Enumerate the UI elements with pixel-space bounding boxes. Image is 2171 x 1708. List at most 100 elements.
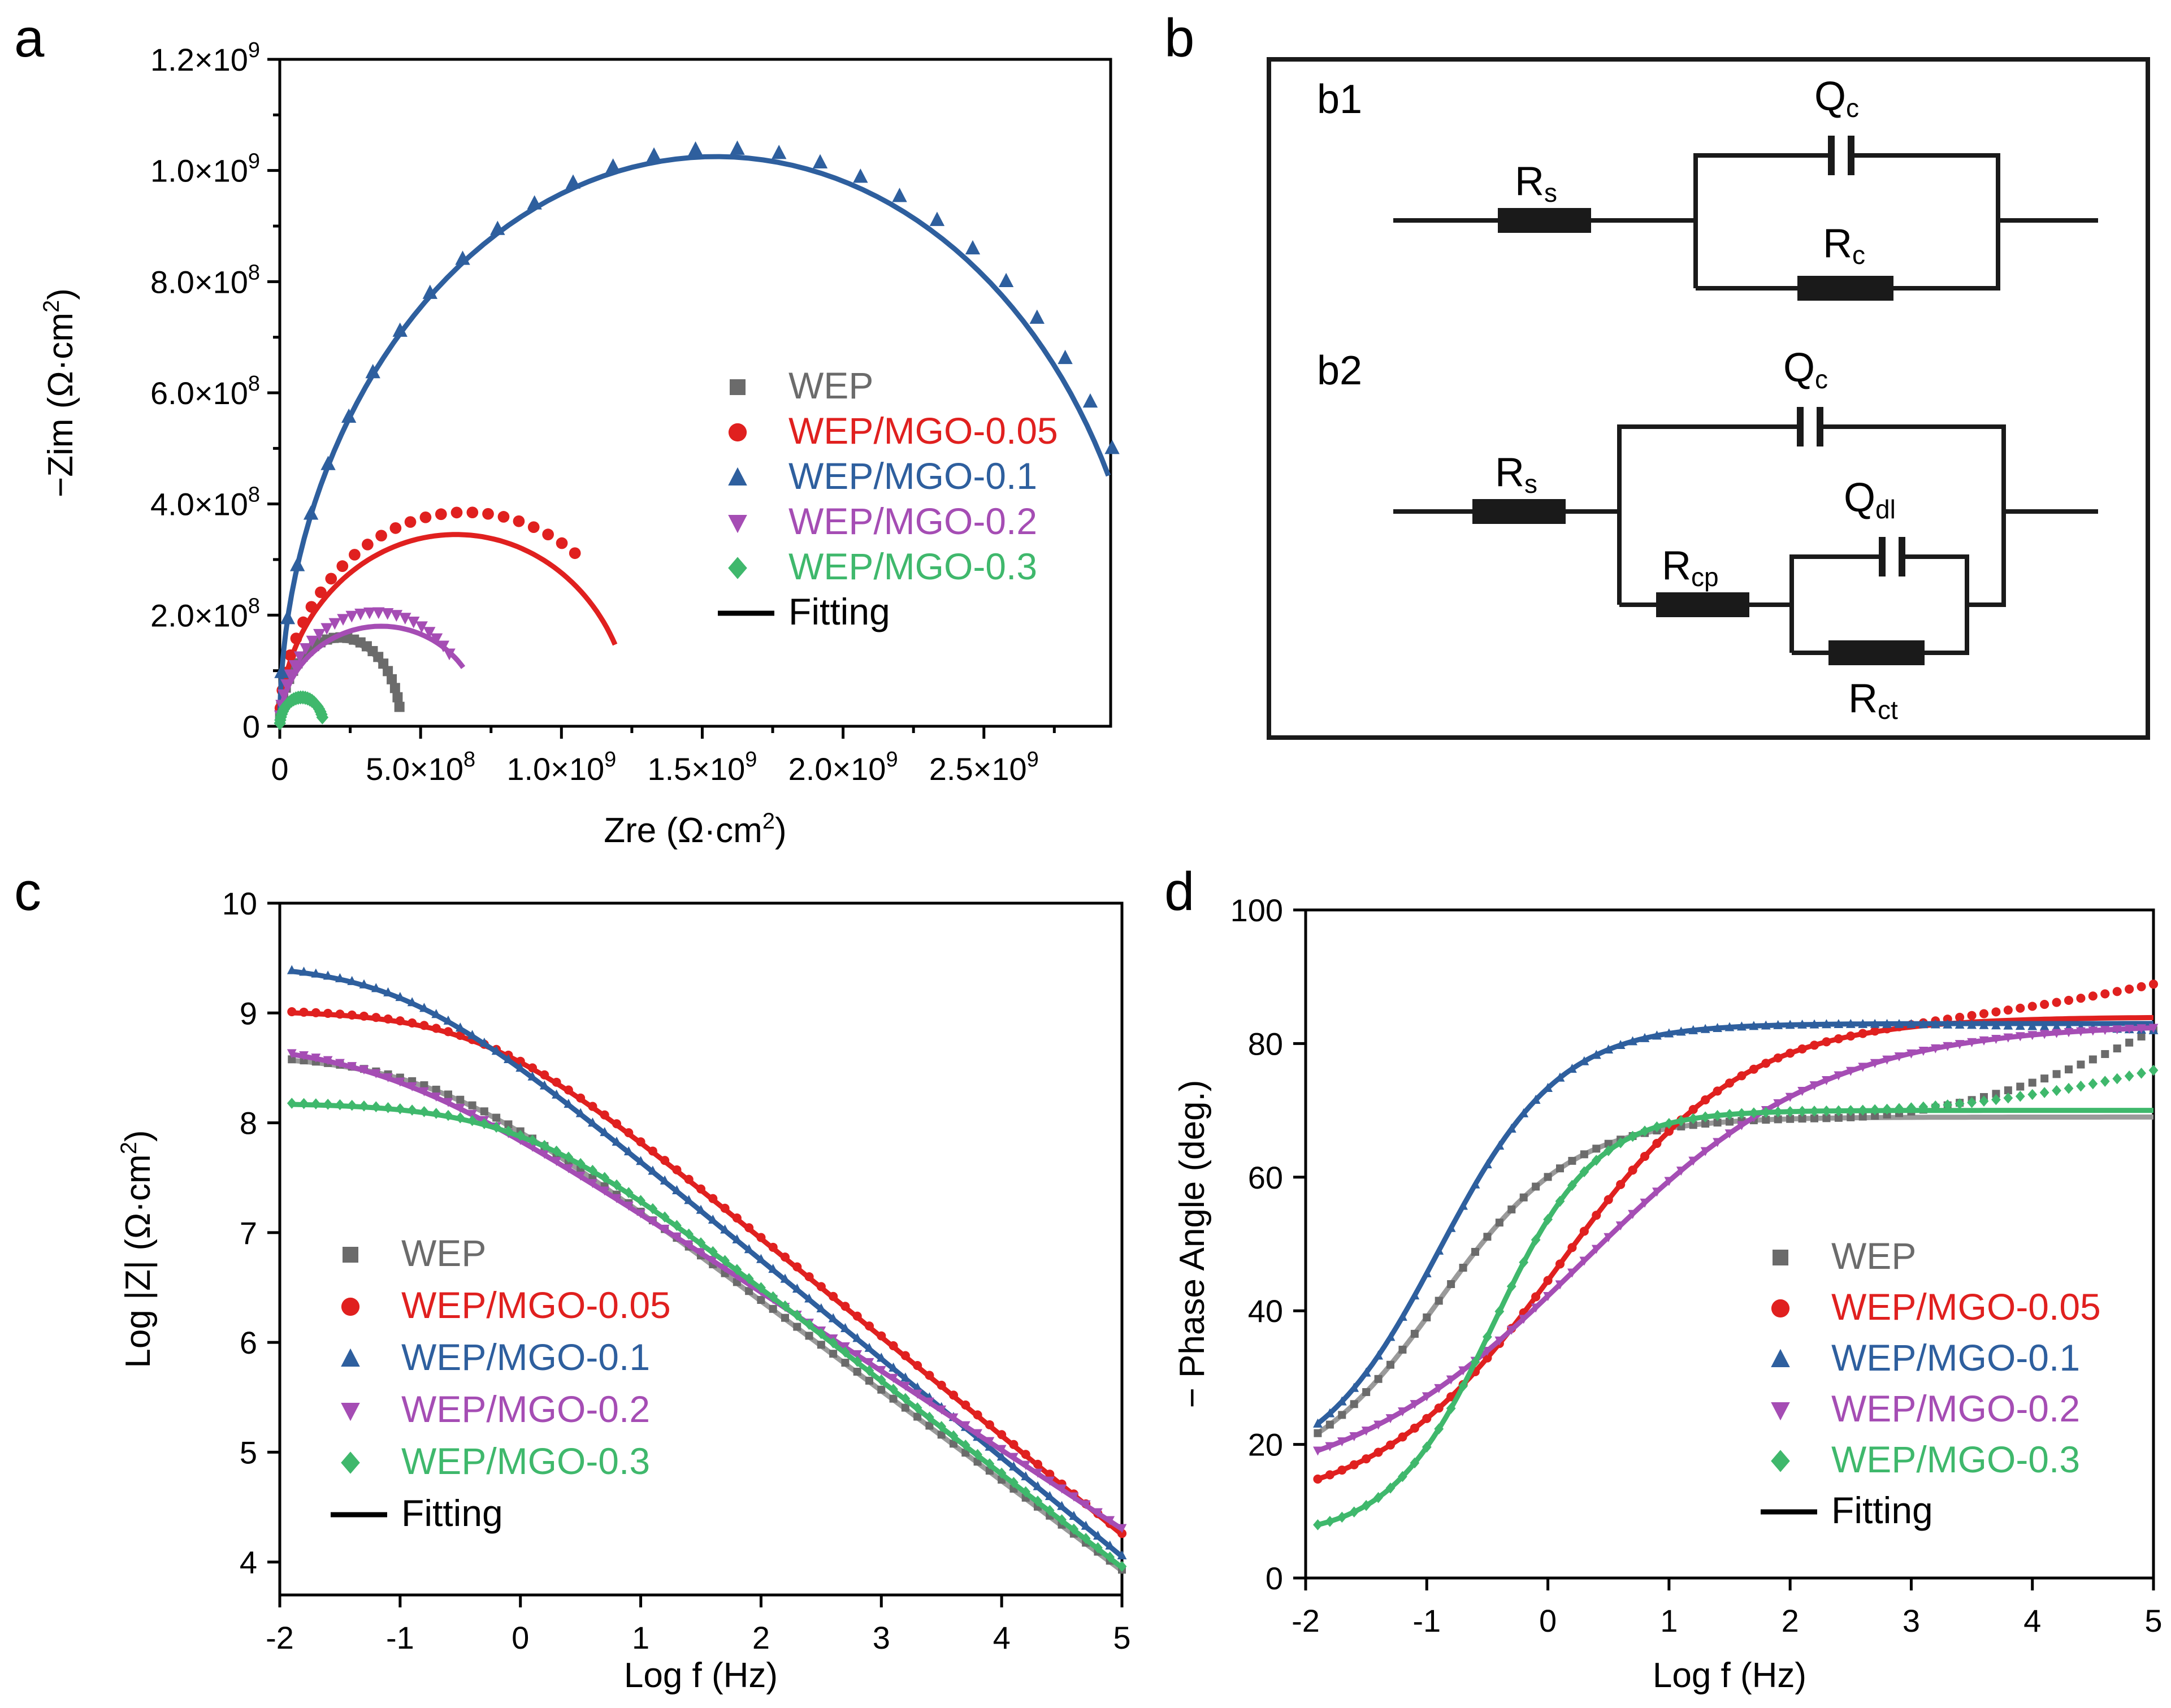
legend-label: WEP/MGO-0.2 xyxy=(788,500,1037,542)
data-point xyxy=(1373,1447,1383,1457)
data-point xyxy=(1591,1155,1601,1166)
data-point xyxy=(1834,1113,1843,1122)
data-point xyxy=(552,1157,561,1167)
x-tick-label: 0 xyxy=(512,1620,529,1655)
data-point xyxy=(1991,1035,2001,1044)
data-point xyxy=(852,1350,863,1359)
data-point xyxy=(1069,1511,1079,1520)
data-point xyxy=(636,1195,645,1206)
y-axis-label: − Phase Angle (deg.) xyxy=(1173,1080,1212,1408)
x-tick-label: 1 xyxy=(632,1620,649,1655)
data-point xyxy=(1579,1256,1589,1266)
data-point xyxy=(362,539,374,550)
data-point xyxy=(387,674,397,684)
data-point xyxy=(1979,1095,1989,1107)
data-point xyxy=(2064,995,2074,1005)
data-point xyxy=(1894,1103,1904,1115)
panel-label-b: b xyxy=(1164,8,1194,68)
data-point xyxy=(997,1430,1007,1440)
legend-label: WEP/MGO-0.2 xyxy=(401,1388,650,1430)
x-tick-label: 1.5×109 xyxy=(647,748,757,787)
legend-marker xyxy=(730,379,746,395)
data-point xyxy=(1021,1486,1031,1498)
panel-label-d: d xyxy=(1164,861,1194,922)
data-point xyxy=(284,669,297,682)
data-point xyxy=(996,1467,1007,1479)
data-point xyxy=(771,145,787,159)
resistor-rs-b1 xyxy=(1498,208,1591,233)
data-point xyxy=(1506,1281,1516,1292)
data-point xyxy=(696,1184,706,1194)
data-point xyxy=(2039,1021,2049,1031)
data-point xyxy=(341,408,357,423)
data-point xyxy=(925,1411,934,1423)
data-point xyxy=(1943,1042,1953,1051)
data-point xyxy=(336,560,349,572)
data-point xyxy=(1930,1044,1940,1054)
fit-curve xyxy=(291,1057,1124,1573)
data-point xyxy=(973,1410,982,1420)
data-point xyxy=(1009,1461,1019,1471)
data-point xyxy=(965,240,981,255)
data-point xyxy=(1762,1116,1770,1124)
data-point xyxy=(1773,1020,1783,1029)
data-point xyxy=(371,983,381,992)
data-point xyxy=(1361,1499,1371,1511)
resistor-rcp xyxy=(1656,592,1749,617)
x-tick-label: 0 xyxy=(1539,1603,1557,1638)
data-point xyxy=(623,1187,634,1198)
data-point xyxy=(1325,1470,1334,1480)
data-point xyxy=(1313,1519,1323,1531)
data-point xyxy=(1967,1038,1977,1047)
x-tick-label: 3 xyxy=(1903,1603,1920,1638)
data-point xyxy=(1338,1411,1346,1419)
data-point xyxy=(556,537,568,549)
data-point xyxy=(769,1304,777,1313)
y-tick-label: 0 xyxy=(1266,1560,1283,1596)
y-tick-label: 60 xyxy=(1248,1160,1283,1195)
data-point xyxy=(1386,1360,1394,1369)
data-point xyxy=(395,1077,405,1087)
data-point xyxy=(1809,1019,1819,1029)
data-point xyxy=(1870,1018,1880,1028)
data-point xyxy=(1567,1180,1577,1191)
data-point xyxy=(1724,1078,1735,1088)
legend-label: WEP/MGO-0.3 xyxy=(788,545,1037,587)
data-point xyxy=(600,1172,610,1184)
data-point xyxy=(2137,1032,2146,1041)
data-point xyxy=(1104,440,1120,454)
data-point xyxy=(407,1104,417,1116)
legend-label: WEP xyxy=(788,365,873,406)
data-point xyxy=(732,1234,742,1243)
data-point xyxy=(900,1372,911,1382)
data-point xyxy=(288,1055,296,1064)
data-point xyxy=(423,627,436,639)
legend-label: WEP xyxy=(401,1232,486,1274)
data-point xyxy=(2016,1003,2025,1013)
data-point xyxy=(1398,1432,1407,1442)
data-point xyxy=(852,1333,863,1342)
data-point xyxy=(852,1311,862,1321)
data-point xyxy=(1483,1346,1492,1356)
data-point xyxy=(2148,1064,2159,1076)
data-point xyxy=(347,976,357,985)
data-point xyxy=(419,1003,429,1012)
data-point xyxy=(2027,1089,2038,1100)
data-point xyxy=(1531,1303,1541,1313)
data-point xyxy=(648,1146,657,1156)
data-point xyxy=(1544,1173,1552,1181)
data-point xyxy=(696,1237,706,1249)
data-point xyxy=(1555,1259,1565,1269)
data-point xyxy=(804,1319,814,1330)
data-point xyxy=(2040,1000,2049,1009)
data-point xyxy=(1688,1156,1698,1166)
data-point xyxy=(1786,1115,1795,1123)
legend-label: WEP/MGO-0.1 xyxy=(788,455,1037,497)
data-point xyxy=(1700,1111,1710,1122)
data-point xyxy=(1519,1256,1529,1268)
data-point xyxy=(816,1282,826,1291)
data-point xyxy=(1991,1020,2001,1030)
data-point xyxy=(1615,1221,1626,1231)
data-point xyxy=(1410,1423,1419,1433)
data-point xyxy=(288,660,301,672)
